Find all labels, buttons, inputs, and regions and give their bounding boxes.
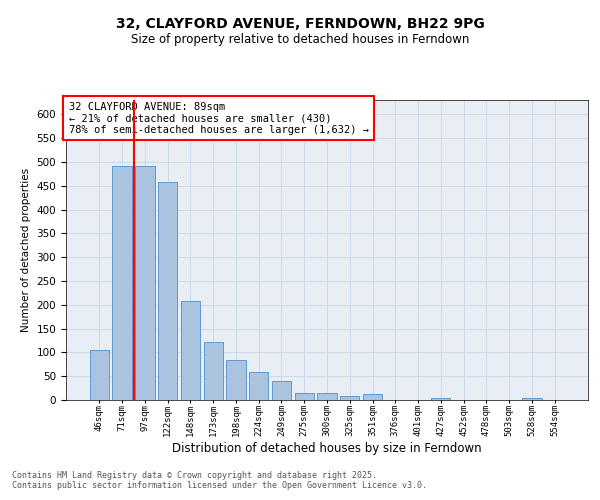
Bar — [158, 182, 178, 400]
Bar — [203, 342, 223, 400]
Text: Contains HM Land Registry data © Crown copyright and database right 2025.
Contai: Contains HM Land Registry data © Crown c… — [12, 470, 427, 490]
Bar — [295, 393, 314, 400]
Bar — [181, 301, 200, 400]
Bar — [431, 398, 451, 400]
Text: Size of property relative to detached houses in Ferndown: Size of property relative to detached ho… — [131, 32, 469, 46]
Bar — [340, 396, 359, 400]
Bar — [226, 360, 245, 400]
X-axis label: Distribution of detached houses by size in Ferndown: Distribution of detached houses by size … — [172, 442, 482, 455]
Bar — [90, 350, 109, 400]
Bar — [112, 166, 132, 400]
Bar — [249, 372, 268, 400]
Text: 32, CLAYFORD AVENUE, FERNDOWN, BH22 9PG: 32, CLAYFORD AVENUE, FERNDOWN, BH22 9PG — [116, 18, 484, 32]
Bar — [272, 382, 291, 400]
Bar — [522, 398, 542, 400]
Y-axis label: Number of detached properties: Number of detached properties — [21, 168, 31, 332]
Bar — [363, 394, 382, 400]
Bar — [135, 166, 155, 400]
Text: 32 CLAYFORD AVENUE: 89sqm
← 21% of detached houses are smaller (430)
78% of semi: 32 CLAYFORD AVENUE: 89sqm ← 21% of detac… — [68, 102, 368, 134]
Bar — [317, 393, 337, 400]
